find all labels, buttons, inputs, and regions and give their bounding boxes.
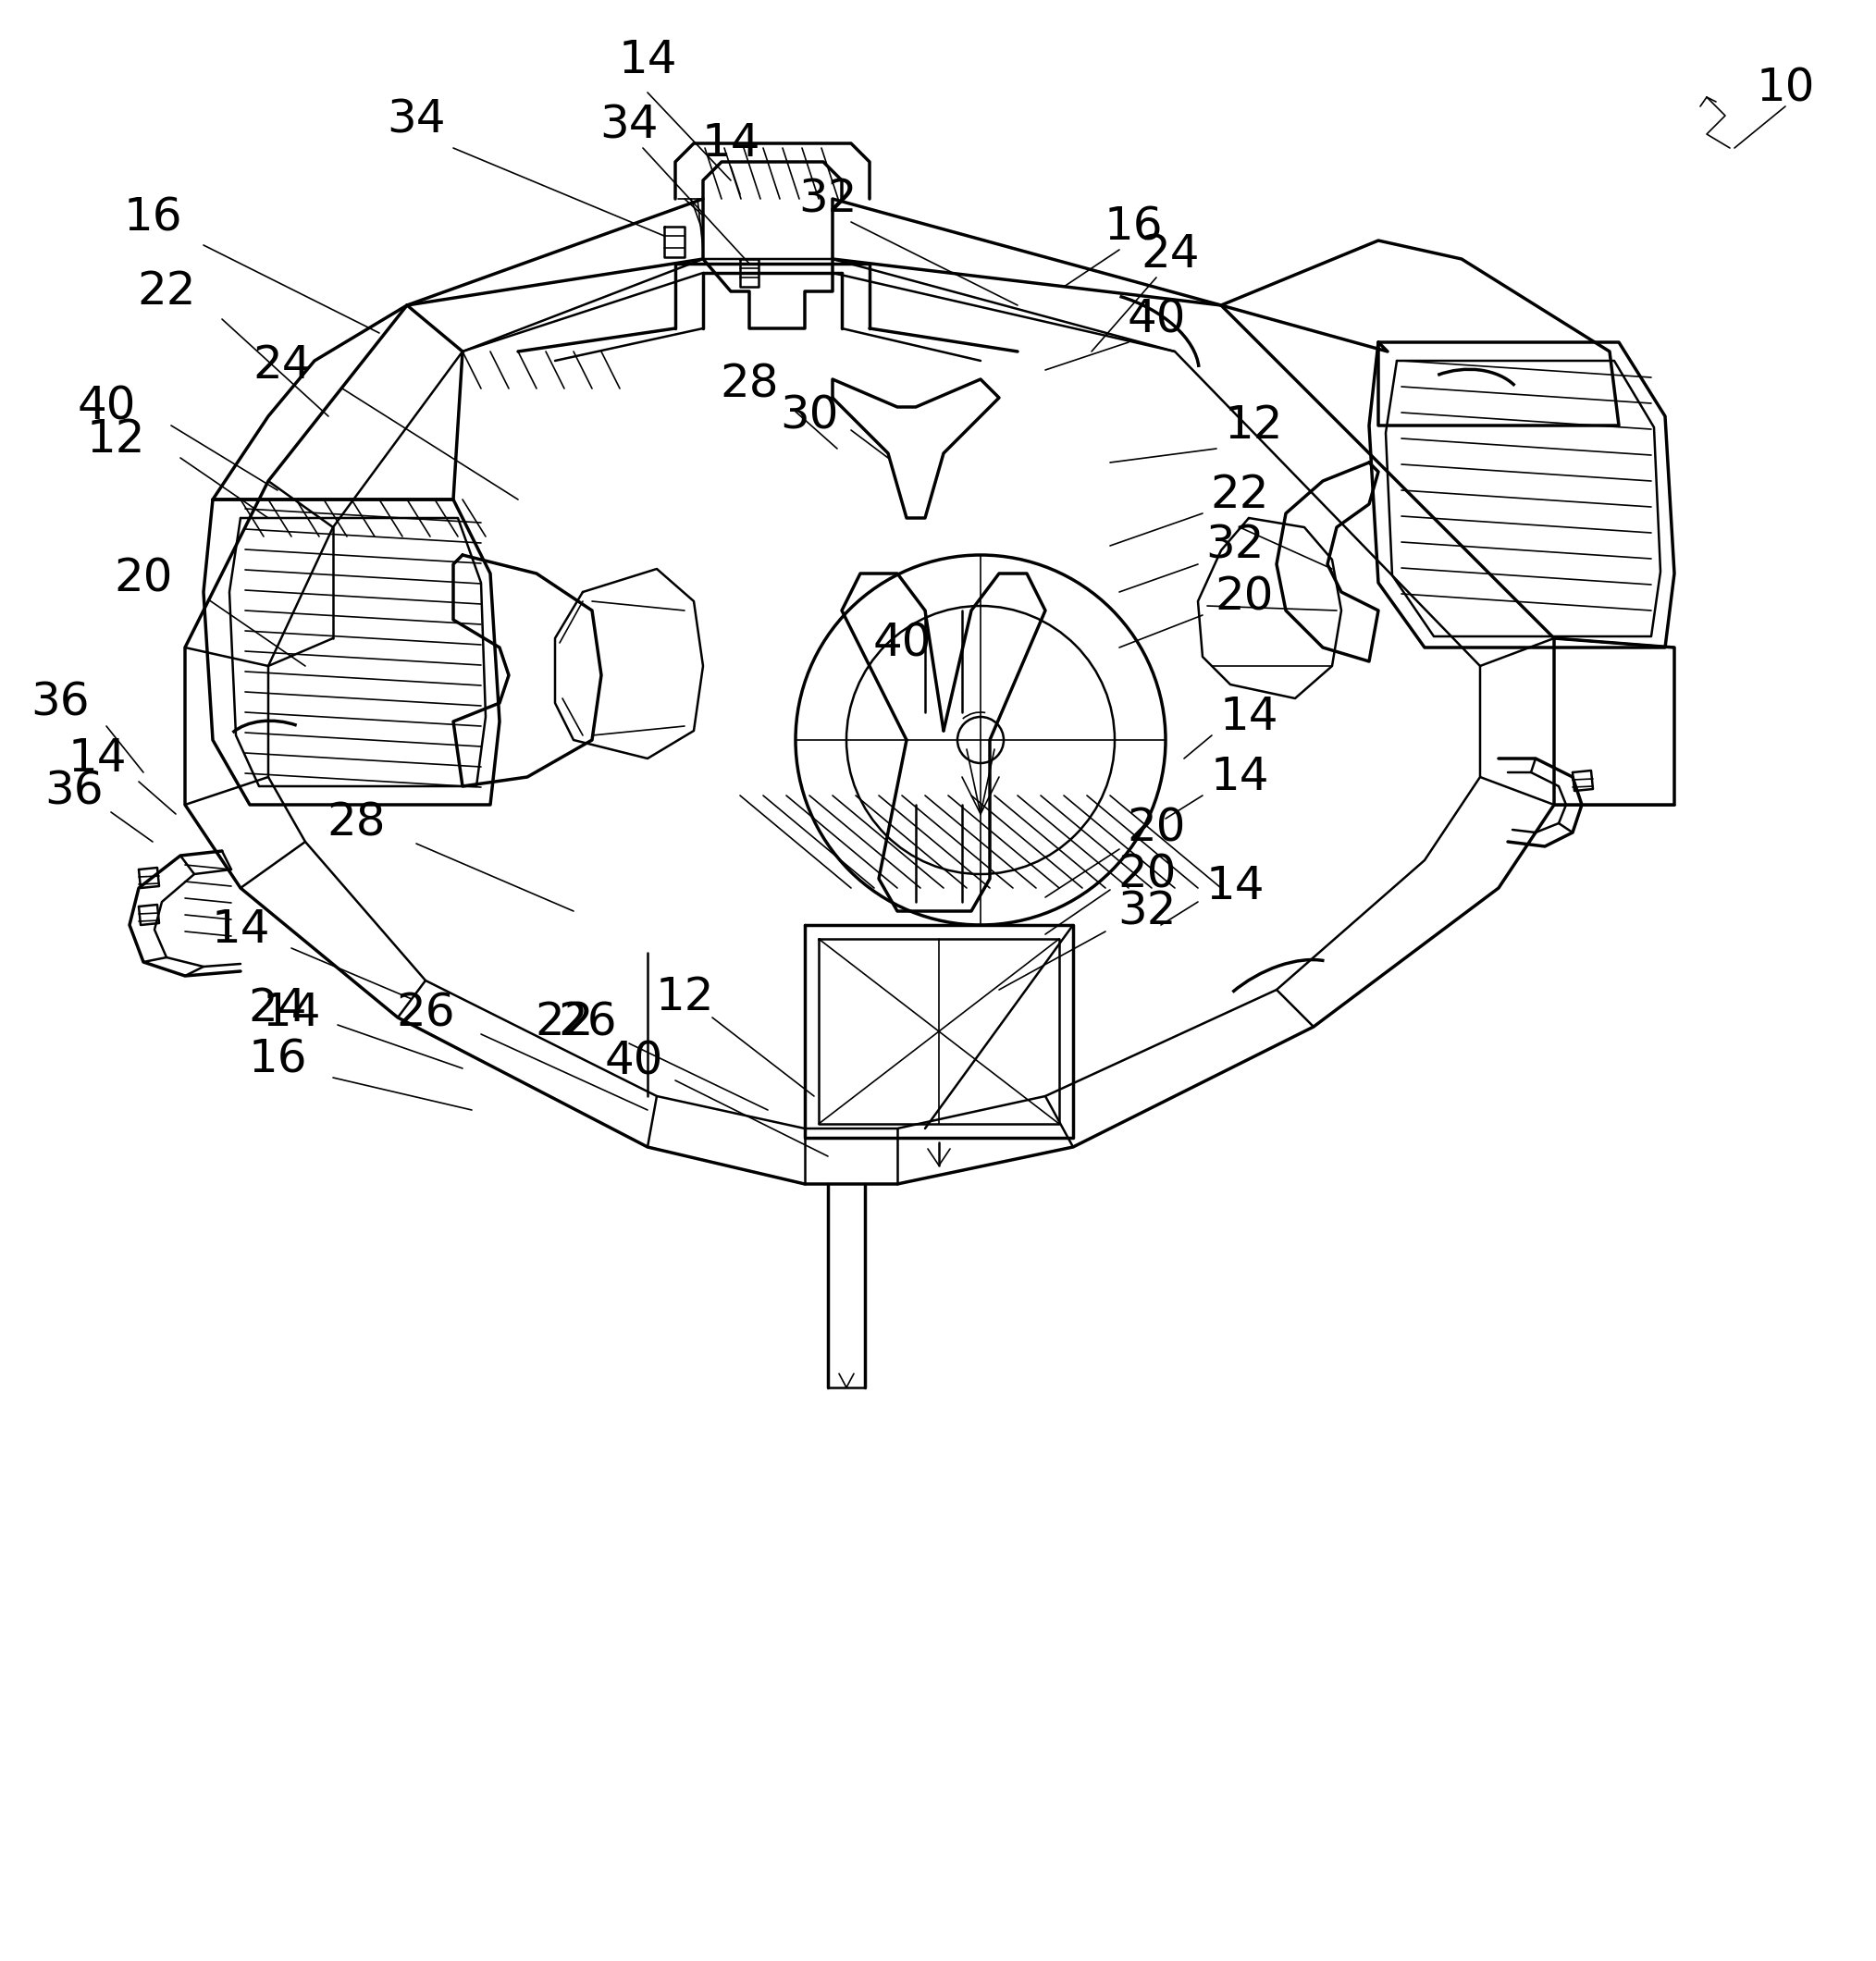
Text: 14: 14 (619, 37, 677, 82)
Text: 20: 20 (1127, 806, 1186, 849)
Text: 28: 28 (326, 800, 385, 845)
Text: 26: 26 (396, 990, 456, 1035)
Text: 32: 32 (799, 176, 857, 222)
Text: 16: 16 (1103, 204, 1163, 249)
Text: 34: 34 (600, 102, 658, 147)
Text: 16: 16 (124, 196, 182, 239)
Text: 12: 12 (86, 418, 144, 461)
Text: 22: 22 (137, 269, 195, 314)
Text: 10: 10 (1756, 65, 1814, 110)
Text: 20: 20 (1118, 851, 1176, 896)
Text: 40: 40 (872, 622, 930, 665)
Text: 14: 14 (212, 908, 270, 951)
Text: 40: 40 (77, 384, 135, 429)
Text: 12: 12 (655, 975, 715, 1020)
Text: 24: 24 (1141, 231, 1199, 277)
Text: 14: 14 (263, 990, 321, 1035)
Text: 14: 14 (68, 735, 126, 780)
Text: 34: 34 (386, 98, 446, 143)
Text: 26: 26 (557, 1000, 617, 1045)
Text: 36: 36 (30, 680, 90, 726)
Text: 30: 30 (780, 394, 839, 439)
Text: 40: 40 (1127, 296, 1186, 341)
Text: 20: 20 (114, 555, 173, 600)
Text: 16: 16 (248, 1037, 308, 1081)
Text: 40: 40 (604, 1039, 662, 1084)
Text: 14: 14 (1219, 694, 1278, 739)
Text: 22: 22 (535, 1000, 593, 1045)
Text: 12: 12 (1223, 404, 1283, 447)
Text: 24: 24 (248, 986, 308, 1030)
Text: 36: 36 (45, 769, 103, 814)
Text: 14: 14 (1206, 865, 1264, 908)
Text: 14: 14 (702, 122, 760, 165)
Text: 20: 20 (1216, 575, 1274, 620)
Text: 14: 14 (1210, 755, 1268, 800)
Text: 22: 22 (1210, 473, 1268, 518)
Text: 28: 28 (720, 361, 779, 406)
Text: 32: 32 (1118, 888, 1176, 933)
Text: 24: 24 (253, 343, 311, 388)
Text: 32: 32 (1206, 524, 1264, 569)
